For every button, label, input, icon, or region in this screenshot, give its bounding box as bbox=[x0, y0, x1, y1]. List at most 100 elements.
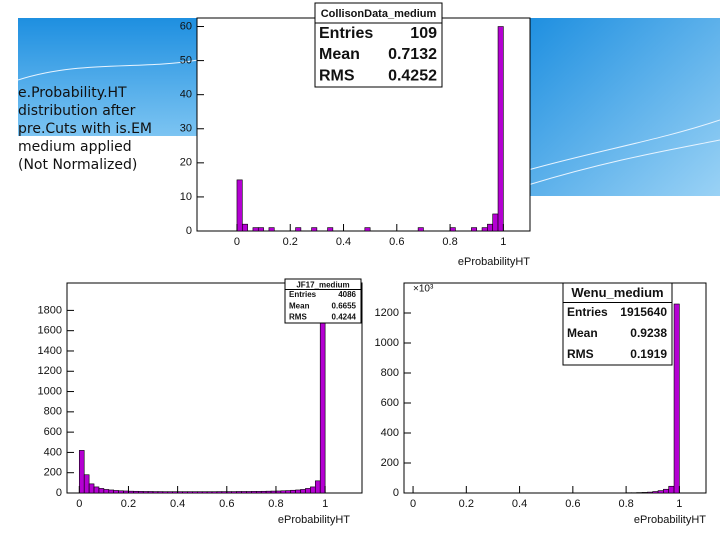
bar bbox=[673, 303, 680, 493]
x-tick-label: 0.2 bbox=[283, 236, 298, 248]
bar bbox=[275, 490, 282, 493]
bar bbox=[668, 485, 675, 493]
stats-box bbox=[284, 278, 362, 324]
bar bbox=[236, 491, 242, 493]
stats-label: Mean bbox=[567, 326, 598, 340]
x-tick-label: 0.8 bbox=[442, 236, 457, 248]
x-tick-label: 0 bbox=[234, 236, 240, 248]
x-tick-label: 0.4 bbox=[170, 498, 185, 510]
bar bbox=[88, 483, 95, 493]
bar bbox=[652, 491, 659, 493]
y-tick-label: 0 bbox=[56, 487, 62, 499]
y-tick-label: 10 bbox=[180, 191, 192, 203]
y-tick-label: 1600 bbox=[38, 325, 62, 337]
bar bbox=[471, 227, 478, 231]
bar bbox=[311, 227, 318, 231]
bar bbox=[290, 489, 296, 493]
bar bbox=[98, 488, 105, 493]
x-tick-label: 0.4 bbox=[512, 498, 527, 510]
bar bbox=[147, 491, 154, 493]
bar bbox=[241, 223, 248, 231]
y-tick-label: 400 bbox=[381, 427, 399, 439]
bar bbox=[300, 489, 306, 493]
decor-curve bbox=[527, 119, 720, 171]
bar bbox=[137, 491, 144, 493]
banner-left bbox=[18, 18, 198, 136]
bar bbox=[251, 491, 257, 493]
bar bbox=[255, 491, 262, 493]
bar bbox=[295, 489, 301, 493]
bar bbox=[663, 488, 670, 493]
bar bbox=[113, 490, 119, 493]
banner-right bbox=[528, 18, 720, 196]
bar bbox=[257, 227, 264, 231]
bar bbox=[182, 491, 188, 493]
y-scale-label: ×10³ bbox=[413, 284, 434, 295]
bar bbox=[487, 223, 494, 231]
stats-label: Mean bbox=[289, 301, 310, 310]
x-tick-label: 0.6 bbox=[389, 236, 404, 248]
y-tick-label: 0 bbox=[186, 225, 192, 237]
y-tick-label: 40 bbox=[180, 89, 192, 101]
bar bbox=[641, 492, 648, 493]
x-tick-label: 0.4 bbox=[336, 236, 351, 248]
text-line: pre.Cuts with is.EM bbox=[18, 121, 152, 137]
slide-text: e.Probability.HT distribution after pre.Cu… bbox=[18, 84, 190, 174]
bar bbox=[221, 491, 228, 493]
bar bbox=[177, 491, 183, 493]
stats-label: Entries bbox=[567, 305, 608, 319]
decor-curve bbox=[527, 139, 720, 186]
x-axis-label: eProbabilityHT bbox=[634, 514, 706, 526]
x-axis-label: eProbabilityHT bbox=[278, 514, 350, 526]
bar bbox=[187, 491, 193, 493]
y-tick-label: 800 bbox=[381, 367, 399, 379]
stats-value: 0.6655 bbox=[332, 301, 357, 310]
bar bbox=[305, 488, 311, 493]
bar bbox=[226, 491, 233, 493]
stats-label: RMS bbox=[319, 68, 355, 85]
bar bbox=[128, 490, 134, 493]
bar bbox=[481, 227, 488, 231]
bar bbox=[657, 490, 664, 493]
y-tick-label: 1000 bbox=[375, 337, 399, 349]
bar bbox=[270, 490, 277, 493]
bar bbox=[268, 227, 275, 231]
decor-curve bbox=[17, 59, 199, 81]
bar bbox=[246, 491, 252, 493]
bar bbox=[236, 179, 243, 231]
x-tick-label: 0.8 bbox=[268, 498, 283, 510]
bar bbox=[241, 491, 247, 493]
bar bbox=[449, 227, 456, 231]
bar bbox=[103, 489, 110, 493]
y-tick-label: 1000 bbox=[38, 385, 62, 397]
x-tick-label: 0.2 bbox=[121, 498, 136, 510]
bar bbox=[364, 227, 371, 231]
y-tick-label: 600 bbox=[44, 426, 62, 438]
bar bbox=[231, 491, 237, 493]
stats-value: 0.7132 bbox=[388, 46, 437, 63]
text-line: medium applied bbox=[18, 139, 132, 155]
bar bbox=[123, 490, 129, 493]
bars bbox=[615, 303, 680, 493]
y-tick-label: 20 bbox=[180, 157, 192, 169]
bar bbox=[260, 490, 267, 493]
bar bbox=[108, 489, 115, 493]
stats-label: RMS bbox=[289, 313, 307, 322]
text-line: e.Probability.HT bbox=[18, 85, 127, 101]
stats-label: RMS bbox=[567, 347, 594, 361]
y-tick-label: 200 bbox=[44, 467, 62, 479]
bars bbox=[236, 26, 504, 231]
stats-value: 0.4252 bbox=[388, 68, 437, 85]
bar bbox=[314, 480, 321, 493]
bar bbox=[196, 491, 203, 493]
bar bbox=[492, 213, 499, 231]
y-tick-label: 600 bbox=[381, 397, 399, 409]
bar bbox=[162, 491, 169, 493]
y-tick-label: 1400 bbox=[38, 345, 62, 357]
bar bbox=[647, 491, 654, 493]
stats-value: 4086 bbox=[338, 290, 356, 299]
stats-value: 0.4244 bbox=[332, 313, 357, 322]
stats-title: Wenu_medium bbox=[571, 285, 663, 300]
bar bbox=[83, 474, 90, 493]
